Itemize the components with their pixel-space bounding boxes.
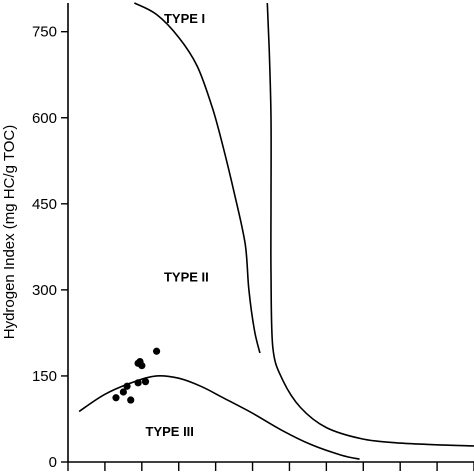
- y-tick-label: 300: [32, 282, 57, 299]
- y-tick-label: 750: [32, 24, 57, 41]
- data-point: [134, 379, 142, 387]
- maturation-curves: [78, 2, 474, 460]
- type-iii-label: TYPE III: [146, 424, 194, 439]
- data-point: [127, 396, 135, 404]
- data-point: [138, 362, 146, 370]
- data-point: [141, 378, 150, 386]
- data-point: [123, 382, 131, 390]
- data-point: [119, 388, 127, 396]
- y-tick-label: 150: [32, 368, 57, 385]
- sample-points: [112, 347, 161, 404]
- type-iii-curve: [78, 374, 360, 460]
- axes: 0 150 300 450 600 750: [32, 3, 474, 471]
- data-point: [152, 347, 161, 355]
- y-axis-label: Hydrogen Index (mg HC/g TOC): [1, 125, 18, 340]
- region-labels: TYPE I TYPE II TYPE III: [146, 11, 209, 439]
- y-tick-label: 0: [49, 454, 57, 471]
- y-tick-label: 600: [32, 110, 57, 127]
- type-ii-curve: [266, 2, 474, 447]
- type-ii-label: TYPE II: [164, 269, 209, 284]
- y-tick-label: 450: [32, 196, 57, 213]
- type-i-curve: [134, 2, 261, 354]
- data-point: [112, 394, 120, 402]
- type-i-label: TYPE I: [164, 11, 205, 26]
